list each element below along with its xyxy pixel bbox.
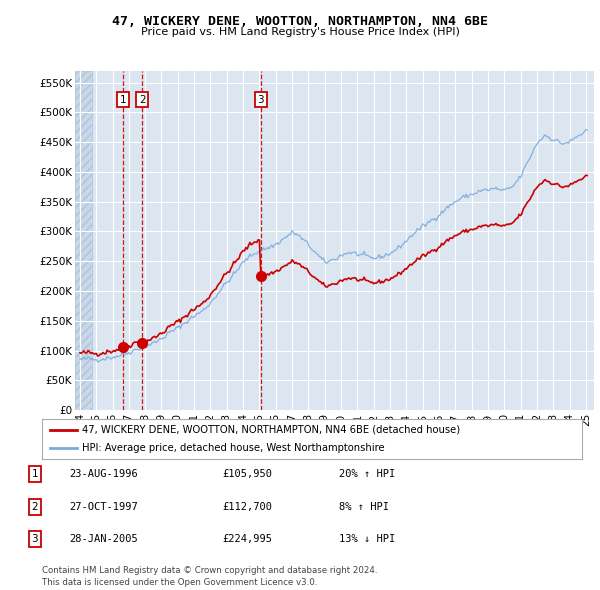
Text: 47, WICKERY DENE, WOOTTON, NORTHAMPTON, NN4 6BE (detached house): 47, WICKERY DENE, WOOTTON, NORTHAMPTON, … xyxy=(83,425,461,435)
Text: HPI: Average price, detached house, West Northamptonshire: HPI: Average price, detached house, West… xyxy=(83,443,385,453)
Text: 47, WICKERY DENE, WOOTTON, NORTHAMPTON, NN4 6BE: 47, WICKERY DENE, WOOTTON, NORTHAMPTON, … xyxy=(112,15,488,28)
Text: 20% ↑ HPI: 20% ↑ HPI xyxy=(339,470,395,479)
Text: 1: 1 xyxy=(120,94,127,104)
Text: 3: 3 xyxy=(31,535,38,544)
Text: 13% ↓ HPI: 13% ↓ HPI xyxy=(339,535,395,544)
Bar xyxy=(75,71,92,410)
Text: 8% ↑ HPI: 8% ↑ HPI xyxy=(339,502,389,512)
Text: £105,950: £105,950 xyxy=(222,470,272,479)
Text: 2: 2 xyxy=(31,502,38,512)
Text: Price paid vs. HM Land Registry's House Price Index (HPI): Price paid vs. HM Land Registry's House … xyxy=(140,27,460,37)
Text: £112,700: £112,700 xyxy=(222,502,272,512)
Text: 2: 2 xyxy=(139,94,146,104)
Text: £224,995: £224,995 xyxy=(222,535,272,544)
Text: 3: 3 xyxy=(257,94,264,104)
Text: 1: 1 xyxy=(31,470,38,479)
Text: Contains HM Land Registry data © Crown copyright and database right 2024.
This d: Contains HM Land Registry data © Crown c… xyxy=(42,566,377,587)
Text: 23-AUG-1996: 23-AUG-1996 xyxy=(69,470,138,479)
Text: 27-OCT-1997: 27-OCT-1997 xyxy=(69,502,138,512)
Text: 28-JAN-2005: 28-JAN-2005 xyxy=(69,535,138,544)
